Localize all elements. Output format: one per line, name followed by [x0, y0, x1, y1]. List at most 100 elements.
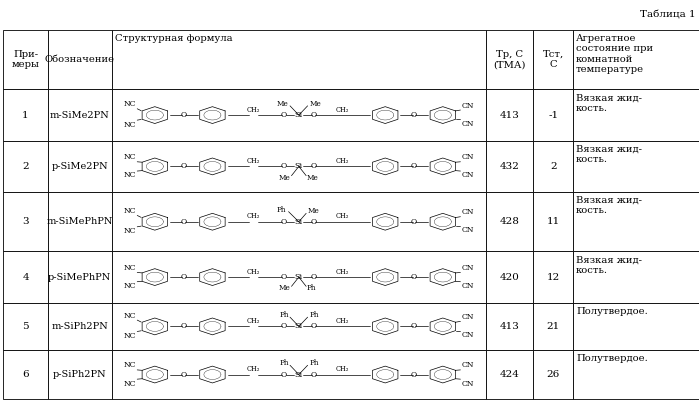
- Text: 2: 2: [22, 162, 29, 171]
- Text: CN: CN: [461, 120, 474, 128]
- Bar: [533, 251, 573, 303]
- Text: 4: 4: [22, 273, 29, 282]
- Bar: [573, 251, 699, 303]
- Text: Полутвердое.: Полутвердое.: [576, 354, 648, 363]
- Text: O: O: [180, 371, 187, 379]
- Text: NC: NC: [124, 207, 136, 215]
- Text: NC: NC: [124, 312, 136, 320]
- Text: CN: CN: [461, 361, 474, 369]
- Text: 413: 413: [500, 322, 519, 331]
- Bar: [573, 89, 699, 141]
- Bar: [533, 192, 573, 251]
- Bar: [3, 251, 48, 303]
- Text: 12: 12: [547, 273, 560, 282]
- Text: 6: 6: [22, 370, 29, 379]
- Text: Вязкая жид-
кость.: Вязкая жид- кость.: [576, 93, 642, 113]
- Text: Обозначение: Обозначение: [45, 55, 115, 64]
- Text: Si: Si: [295, 322, 303, 330]
- Text: Si: Si: [295, 162, 303, 170]
- Text: O: O: [180, 162, 187, 170]
- Text: m-SiMe2PN: m-SiMe2PN: [50, 111, 110, 119]
- Bar: [573, 30, 699, 89]
- Text: Me: Me: [279, 284, 291, 292]
- Text: Вязкая жид-
кость.: Вязкая жид- кость.: [576, 145, 642, 164]
- Bar: [486, 89, 533, 141]
- Text: 1: 1: [22, 111, 29, 119]
- Text: O: O: [310, 273, 317, 281]
- Text: 11: 11: [547, 217, 560, 226]
- Text: CN: CN: [461, 101, 474, 109]
- Text: CN: CN: [461, 153, 474, 161]
- Text: NC: NC: [124, 264, 136, 272]
- Bar: [533, 350, 573, 399]
- Text: Вязкая жид-
кость.: Вязкая жид- кость.: [576, 196, 642, 215]
- Bar: [112, 192, 486, 251]
- Text: CH₂: CH₂: [336, 106, 350, 114]
- Text: CN: CN: [461, 380, 474, 388]
- Bar: [573, 141, 699, 192]
- Text: Ph: Ph: [277, 206, 287, 214]
- Text: CH₂: CH₂: [336, 317, 350, 325]
- Text: CN: CN: [461, 208, 474, 216]
- Text: CH₂: CH₂: [336, 365, 350, 373]
- Text: 5: 5: [22, 322, 29, 331]
- Bar: [48, 350, 112, 399]
- Text: O: O: [411, 371, 417, 379]
- Text: p-SiPh2PN: p-SiPh2PN: [53, 370, 106, 379]
- Bar: [486, 350, 533, 399]
- Text: При-
меры: При- меры: [12, 50, 39, 69]
- Text: CH₂: CH₂: [247, 365, 261, 373]
- Text: O: O: [411, 162, 417, 170]
- Text: Si: Si: [295, 273, 303, 281]
- Text: Si: Si: [295, 371, 303, 379]
- Text: O: O: [281, 218, 287, 226]
- Text: Полутвердое.: Полутвердое.: [576, 307, 648, 316]
- Bar: [486, 303, 533, 350]
- Text: Me: Me: [277, 100, 289, 108]
- Text: CN: CN: [461, 264, 474, 272]
- Text: CH₂: CH₂: [247, 317, 261, 325]
- Text: NC: NC: [124, 332, 136, 340]
- Text: NC: NC: [124, 227, 136, 235]
- Text: O: O: [411, 273, 417, 281]
- Bar: [3, 350, 48, 399]
- Text: O: O: [310, 371, 317, 379]
- Bar: [112, 141, 486, 192]
- Text: CN: CN: [461, 227, 474, 235]
- Text: O: O: [281, 162, 287, 170]
- Bar: [112, 89, 486, 141]
- Text: Me: Me: [308, 207, 319, 215]
- Text: 432: 432: [500, 162, 519, 171]
- Text: O: O: [281, 111, 287, 119]
- Text: CH₂: CH₂: [336, 268, 350, 276]
- Text: O: O: [281, 273, 287, 281]
- Text: NC: NC: [124, 153, 136, 161]
- Bar: [3, 30, 48, 89]
- Text: CH₂: CH₂: [247, 106, 261, 114]
- Text: CH₂: CH₂: [336, 213, 350, 221]
- Bar: [112, 303, 486, 350]
- Bar: [3, 141, 48, 192]
- Bar: [573, 192, 699, 251]
- Text: CH₂: CH₂: [247, 213, 261, 221]
- Text: 420: 420: [500, 273, 519, 282]
- Text: 26: 26: [547, 370, 560, 379]
- Text: Тр, С
(ТМА): Тр, С (ТМА): [493, 50, 526, 69]
- Bar: [3, 192, 48, 251]
- Bar: [533, 303, 573, 350]
- Text: O: O: [180, 111, 187, 119]
- Text: O: O: [281, 322, 287, 330]
- Bar: [112, 350, 486, 399]
- Text: O: O: [180, 273, 187, 281]
- Text: Me: Me: [279, 174, 291, 182]
- Text: Ph: Ph: [279, 359, 289, 367]
- Text: m-SiMePhPN: m-SiMePhPN: [47, 217, 113, 226]
- Text: -1: -1: [548, 111, 559, 119]
- Text: CH₂: CH₂: [336, 157, 350, 165]
- Text: O: O: [411, 111, 417, 119]
- Text: p-SiMe2PN: p-SiMe2PN: [51, 162, 108, 171]
- Bar: [48, 303, 112, 350]
- Text: Si: Si: [295, 111, 303, 119]
- Text: Ph: Ph: [309, 359, 319, 367]
- Bar: [486, 251, 533, 303]
